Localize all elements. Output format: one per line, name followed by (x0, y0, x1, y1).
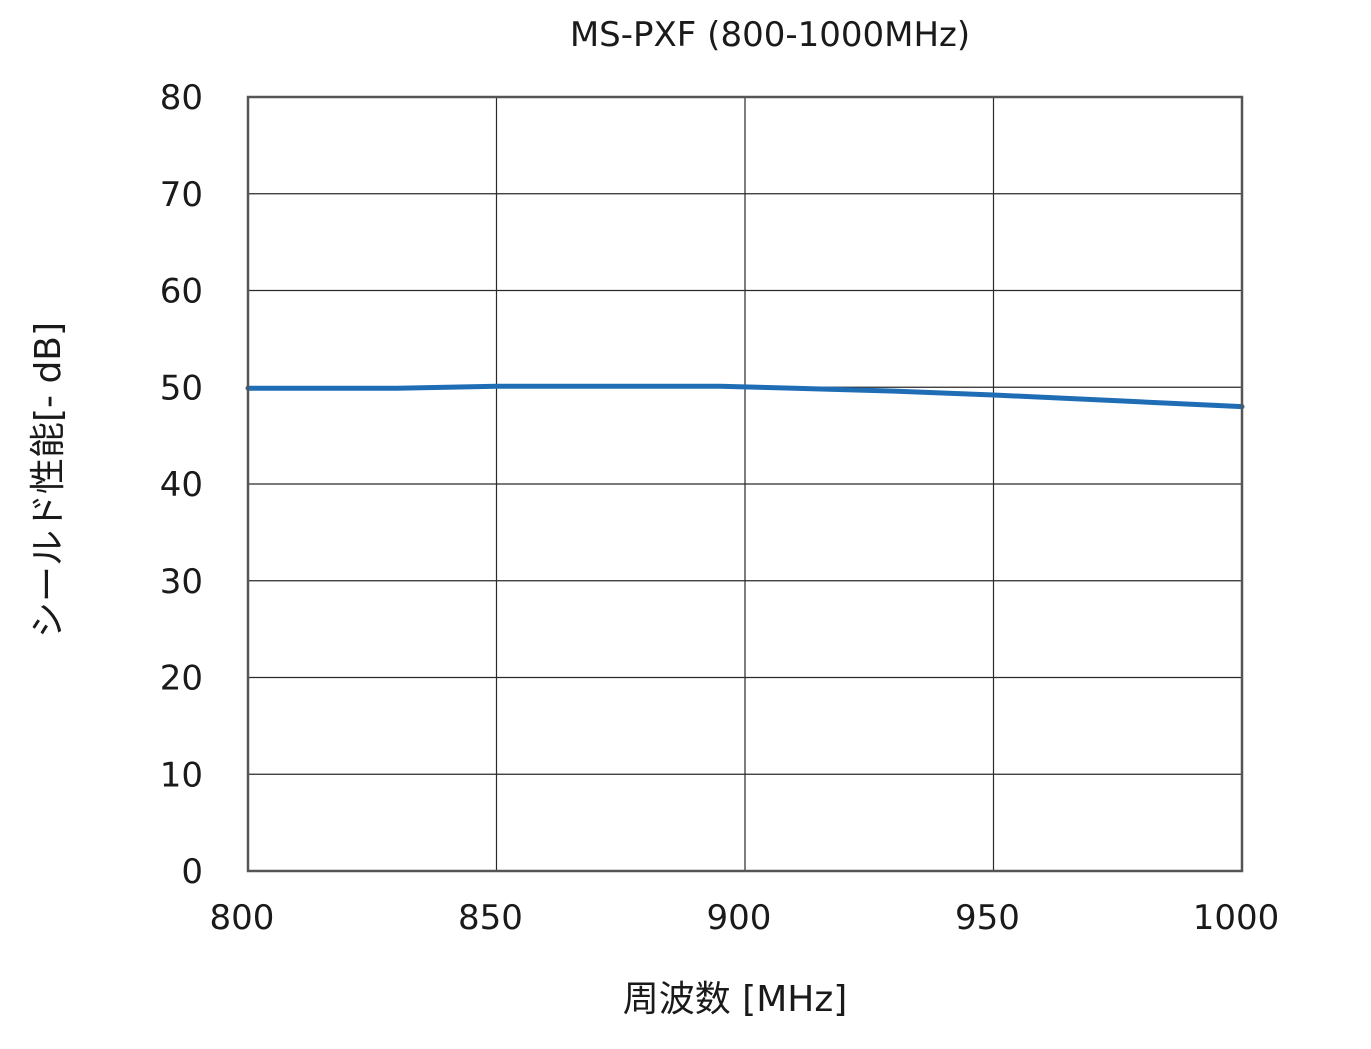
x-tick-label: 1000 (1193, 898, 1280, 938)
plot-area-frame (246, 95, 1244, 873)
series-line (245, 383, 1245, 410)
x-axis-label: 周波数 [MHz] (623, 979, 848, 1020)
y-tick-label: 30 (160, 562, 203, 602)
x-tick-label: 950 (955, 898, 1020, 938)
grid (247, 96, 1243, 872)
x-tick-label: 800 (210, 898, 275, 938)
x-tick-label: 850 (458, 898, 523, 938)
y-tick-label: 40 (160, 465, 203, 505)
x-axis-ticks: 800 850 900 950 1000 (210, 898, 1280, 938)
y-tick-label: 60 (160, 272, 203, 312)
series-layer (245, 383, 1245, 410)
x-tick-label: 900 (707, 898, 772, 938)
y-tick-label: 10 (160, 755, 203, 795)
y-tick-label: 80 (160, 78, 203, 118)
y-tick-label: 50 (160, 368, 203, 408)
y-axis-label: シールド性能[- dB] (28, 322, 69, 638)
y-tick-label: 0 (181, 852, 203, 892)
y-axis-ticks: 0 10 20 30 40 50 60 70 80 (160, 78, 203, 892)
chart-title: MS-PXF (800-1000MHz) (570, 15, 970, 55)
y-tick-label: 70 (160, 175, 203, 215)
y-tick-label: 20 (160, 659, 203, 699)
